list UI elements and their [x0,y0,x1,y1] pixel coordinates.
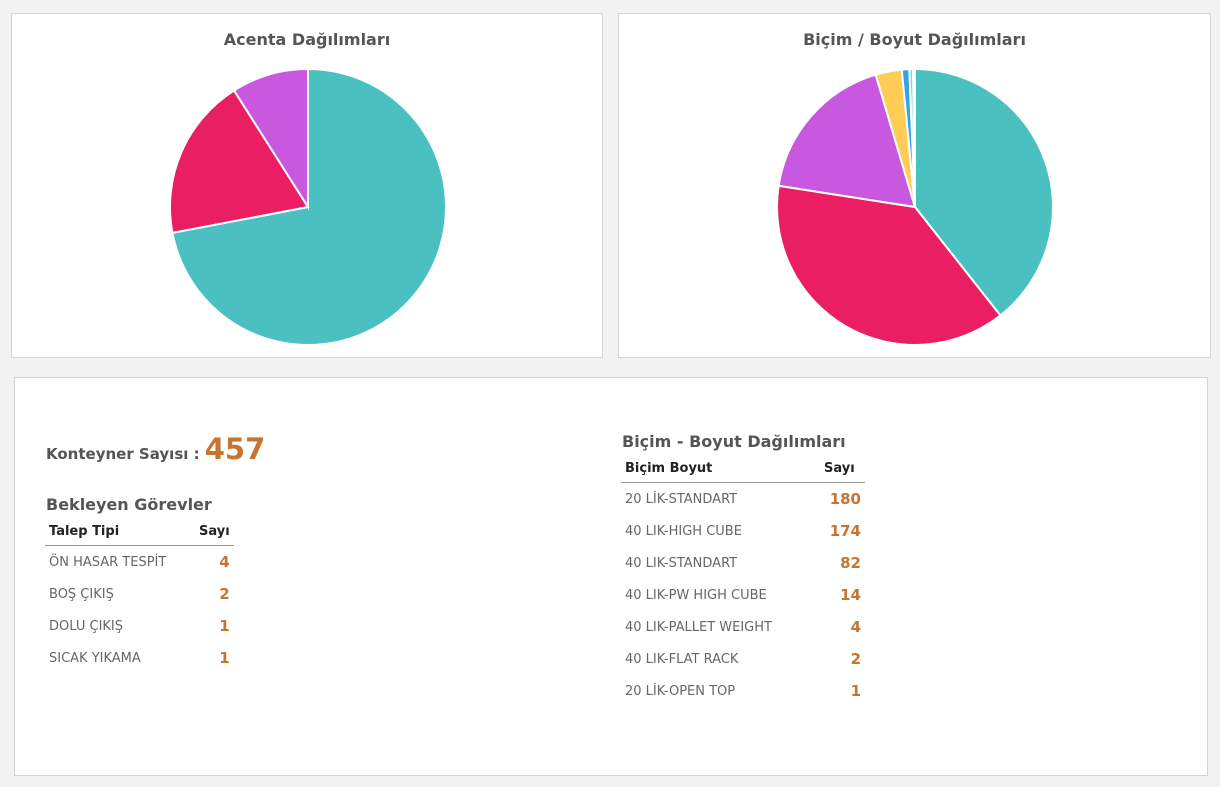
task-count-cell: 1 [219,649,230,667]
table-row: ÖN HASAR TESPİT 4 [45,546,234,579]
task-type-cell: BOŞ ÇIKIŞ [49,586,114,602]
size-count-cell: 174 [829,522,861,540]
size-slice[interactable] [776,184,1002,346]
column-header: Sayı [195,520,234,546]
task-type-cell: ÖN HASAR TESPİT [49,554,167,570]
table-row: DOLU ÇIKIŞ 1 [45,610,234,642]
size-type-cell: 40 LIK-PW HIGH CUBE [625,587,767,603]
acenta-slice[interactable] [232,67,309,211]
table-row: 20 LİK-OPEN TOP 1 [621,675,865,707]
task-count-cell: 1 [219,617,230,635]
table-header-row: Talep Tipi Sayı [45,520,234,546]
table-row: SICAK YIKAMA 1 [45,642,234,674]
size-slice[interactable] [777,73,917,209]
acenta-chart-panel: Acenta Dağılımları [11,13,603,358]
task-type-cell: SICAK YIKAMA [49,650,141,666]
size-count-cell: 14 [840,586,861,604]
pending-tasks-table: Talep Tipi Sayı ÖN HASAR TESPİT 4 BOŞ ÇI… [45,520,234,674]
size-chart-panel: Biçim / Boyut Dağılımları [618,13,1211,358]
table-row: 40 LIK-HIGH CUBE 174 [621,515,865,547]
size-type-cell: 40 LIK-HIGH CUBE [625,523,742,539]
table-row: BOŞ ÇIKIŞ 2 [45,578,234,610]
table-row: 20 LİK-STANDART 180 [621,483,865,516]
table-row: 40 LIK-STANDART 82 [621,547,865,579]
table-row: 40 LIK-FLAT RACK 2 [621,643,865,675]
table-row: 40 LIK-PALLET WEIGHT 4 [621,611,865,643]
size-count-cell: 82 [840,554,861,572]
task-count-cell: 4 [219,553,230,571]
table-header-row: Biçim Boyut Sayı [621,457,865,483]
size-count-cell: 1 [850,682,861,700]
task-count-cell: 2 [219,585,230,603]
size-slice[interactable] [912,67,916,208]
acenta-pie-chart [169,67,447,346]
column-header: Talep Tipi [45,520,195,546]
container-count-label: Konteyner Sayısı : [46,445,200,463]
size-pie-chart [776,67,1054,346]
column-header: Sayı [814,457,865,483]
size-count-cell: 4 [850,618,861,636]
size-type-cell: 40 LIK-FLAT RACK [625,651,739,667]
size-type-cell: 20 LİK-OPEN TOP [625,683,736,699]
table-row: 40 LIK-PW HIGH CUBE 14 [621,579,865,611]
size-distribution-title: Biçim - Boyut Dağılımları [622,432,846,451]
container-count: Konteyner Sayısı : 457 [46,432,265,466]
size-type-cell: 20 LİK-STANDART [625,491,738,507]
acenta-slice[interactable] [171,67,447,346]
container-count-value: 457 [204,432,266,466]
acenta-chart-title: Acenta Dağılımları [223,30,391,49]
size-distribution-table: Biçim Boyut Sayı 20 LİK-STANDART 180 40 … [621,457,865,707]
size-type-cell: 40 LIK-PALLET WEIGHT [625,619,772,635]
size-count-cell: 180 [829,490,861,508]
summary-panel: Konteyner Sayısı : 457 Bekleyen Görevler… [14,377,1208,776]
size-count-cell: 2 [850,650,861,668]
task-type-cell: DOLU ÇIKIŞ [49,618,124,634]
size-type-cell: 40 LIK-STANDART [625,555,738,571]
pending-tasks-title: Bekleyen Görevler [46,495,212,514]
size-slice[interactable] [914,67,1054,317]
size-chart-title: Biçim / Boyut Dağılımları [803,30,1026,49]
column-header: Biçim Boyut [621,457,814,483]
acenta-slice[interactable] [169,89,310,235]
